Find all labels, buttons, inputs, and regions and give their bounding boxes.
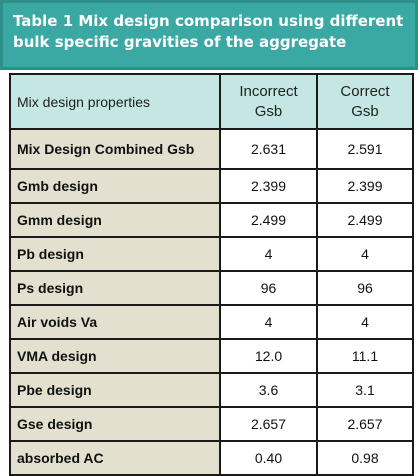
row-incorrect-value: 0.40: [219, 440, 318, 476]
row-incorrect-value: 4: [219, 236, 318, 272]
header-correct-gsb: Correct Gsb: [316, 73, 414, 130]
row-correct-value: 2.399: [316, 168, 414, 204]
header-incorrect-gsb: Incorrect Gsb: [219, 73, 318, 130]
row-correct-value: 2.499: [316, 202, 414, 238]
table-row: Gmm design 2.499 2.499: [9, 202, 414, 238]
row-incorrect-value: 2.657: [219, 406, 318, 442]
table-row: Air voids Va 4 4: [9, 304, 414, 340]
row-label: Pbe design: [9, 372, 221, 408]
table-row: Pb design 4 4: [9, 236, 414, 272]
row-correct-value: 4: [316, 236, 414, 272]
row-correct-value: 2.657: [316, 406, 414, 442]
row-label: Gmb design: [9, 168, 221, 204]
row-incorrect-value: 96: [219, 270, 318, 306]
row-correct-value: 4: [316, 304, 414, 340]
row-correct-value: 96: [316, 270, 414, 306]
row-incorrect-value: 2.499: [219, 202, 318, 238]
table-row: Mix Design Combined Gsb 2.631 2.591: [9, 128, 414, 170]
row-label: Mix Design Combined Gsb: [9, 128, 221, 170]
caption-line-2: bulk specific gravities of the aggregate: [13, 33, 347, 51]
row-correct-value: 11.1: [316, 338, 414, 374]
row-label: VMA design: [9, 338, 221, 374]
header-incorrect-gsb-label: Incorrect Gsb: [239, 82, 298, 120]
row-correct-value: 0.98: [316, 440, 414, 476]
mix-design-table: Mix design properties Incorrect Gsb Corr…: [9, 73, 414, 476]
row-label: Pb design: [9, 236, 221, 272]
caption-line-1: Table 1 Mix design comparison using diff…: [13, 12, 404, 30]
table-row: Ps design 96 96: [9, 270, 414, 306]
row-label: Gse design: [9, 406, 221, 442]
header-mix-design-properties: Mix design properties: [9, 73, 221, 130]
row-label: Ps design: [9, 270, 221, 306]
row-correct-value: 3.1: [316, 372, 414, 408]
row-correct-value: 2.591: [316, 128, 414, 170]
row-label: Air voids Va: [9, 304, 221, 340]
row-incorrect-value: 4: [219, 304, 318, 340]
table-row: Gmb design 2.399 2.399: [9, 168, 414, 204]
row-label: absorbed AC: [9, 440, 221, 476]
table-caption: Table 1 Mix design comparison using diff…: [0, 0, 418, 70]
row-incorrect-value: 2.631: [219, 128, 318, 170]
row-label: Gmm design: [9, 202, 221, 238]
row-incorrect-value: 12.0: [219, 338, 318, 374]
table-row: VMA design 12.0 11.1: [9, 338, 414, 374]
table-row: Pbe design 3.6 3.1: [9, 372, 414, 408]
row-incorrect-value: 3.6: [219, 372, 318, 408]
table-row: Gse design 2.657 2.657: [9, 406, 414, 442]
table-row: absorbed AC 0.40 0.98: [9, 440, 414, 476]
header-row: Mix design properties Incorrect Gsb Corr…: [9, 73, 414, 130]
header-correct-gsb-label: Correct Gsb: [340, 82, 390, 120]
row-incorrect-value: 2.399: [219, 168, 318, 204]
